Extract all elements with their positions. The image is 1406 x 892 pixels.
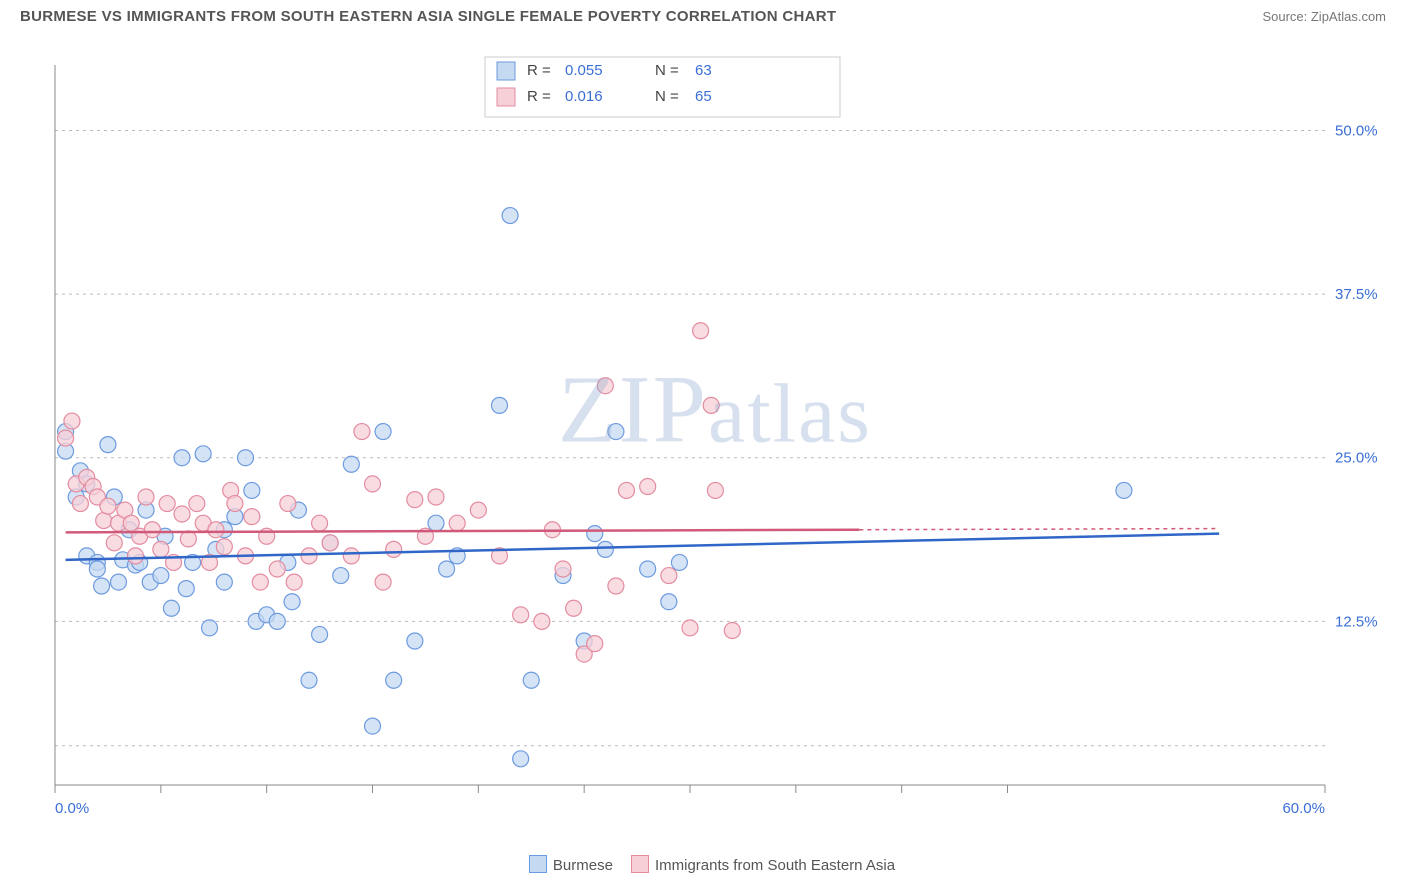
svg-text:R =: R = bbox=[527, 88, 551, 105]
svg-text:R =: R = bbox=[527, 62, 551, 79]
chart-source: Source: ZipAtlas.com bbox=[1262, 9, 1386, 24]
legend-label: Burmese bbox=[553, 857, 613, 874]
svg-text:37.5%: 37.5% bbox=[1335, 286, 1378, 303]
scatter-plot: 12.5%25.0%37.5%50.0%0.0%60.0%Single Fema… bbox=[45, 55, 1385, 825]
plot-area: 12.5%25.0%37.5%50.0%0.0%60.0%Single Fema… bbox=[45, 55, 1385, 825]
svg-text:12.5%: 12.5% bbox=[1335, 613, 1378, 630]
svg-text:N =: N = bbox=[655, 88, 679, 105]
svg-text:25.0%: 25.0% bbox=[1335, 450, 1378, 467]
chart-title: BURMESE VS IMMIGRANTS FROM SOUTH EASTERN… bbox=[20, 8, 836, 25]
legend-label: Immigrants from South Eastern Asia bbox=[655, 857, 895, 874]
svg-text:63: 63 bbox=[695, 62, 712, 79]
legend-swatch bbox=[631, 855, 649, 873]
svg-text:60.0%: 60.0% bbox=[1282, 800, 1325, 817]
svg-text:65: 65 bbox=[695, 88, 712, 105]
svg-text:50.0%: 50.0% bbox=[1335, 122, 1378, 139]
svg-text:N =: N = bbox=[655, 62, 679, 79]
svg-text:0.055: 0.055 bbox=[565, 62, 603, 79]
svg-text:0.016: 0.016 bbox=[565, 88, 603, 105]
chart-header: BURMESE VS IMMIGRANTS FROM SOUTH EASTERN… bbox=[0, 0, 1406, 29]
legend-bottom: Burmese Immigrants from South Eastern Asi… bbox=[0, 855, 1406, 874]
svg-text:0.0%: 0.0% bbox=[55, 800, 89, 817]
legend-swatch bbox=[529, 855, 547, 873]
